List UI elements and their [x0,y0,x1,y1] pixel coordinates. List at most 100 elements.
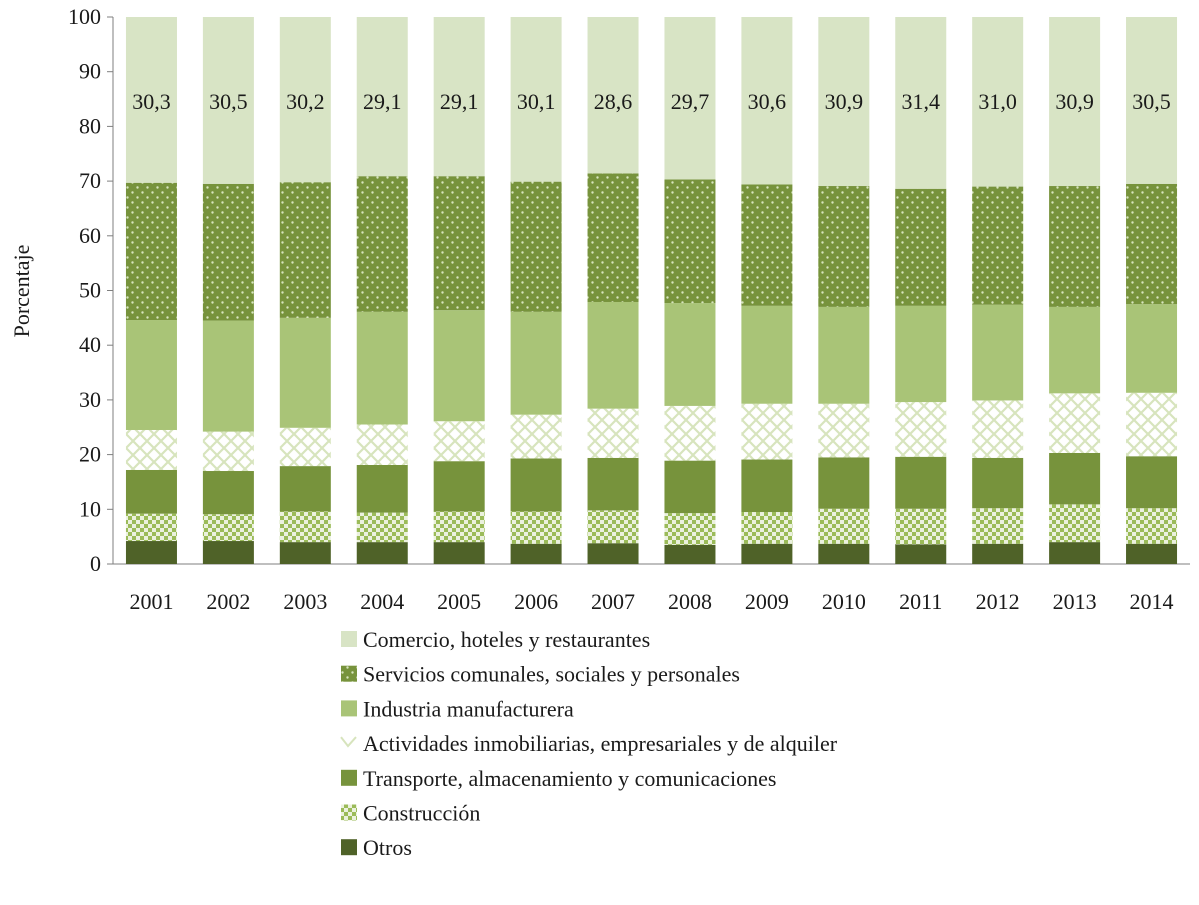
x-tick-label: 2012 [976,589,1020,614]
bar-segment [356,311,408,425]
bar-segment [972,543,1024,564]
bar-segment [741,459,793,513]
bar-segment [1049,17,1101,187]
legend-item: Otros [341,835,412,860]
legend-label: Transporte, almacenamiento y comunicacio… [363,766,776,791]
bar-segment [972,508,1024,544]
bar-segment [510,414,562,459]
bar-stack [510,17,562,564]
bar-segment [895,456,947,509]
legend-swatch [341,839,357,856]
data-label: 28,6 [594,89,633,114]
bar-segment [125,429,177,470]
bar-segment [1049,306,1101,394]
bar-segment [818,543,870,564]
y-tick-label: 20 [79,442,101,467]
x-tick-label: 2002 [206,589,250,614]
bar-segment [972,304,1024,401]
data-label: 30,5 [1132,89,1171,114]
legend-swatch [341,665,357,682]
bar-stack [1126,17,1178,564]
bar-stack [972,17,1024,564]
bar-segment [664,405,716,461]
bar-segment [279,317,331,428]
data-label: 29,1 [440,89,479,114]
bar-segment [202,514,254,542]
x-tick-label: 2004 [360,589,404,614]
bar-segment [664,460,716,514]
data-label: 29,7 [671,89,710,114]
legend-label: Construcción [363,801,480,826]
y-axis-title: Porcentaje [9,245,34,338]
bar-segment [510,511,562,544]
bar-segment [202,183,254,321]
y-tick-label: 40 [79,332,101,357]
x-tick-label: 2009 [745,589,789,614]
bar-segment [279,182,331,318]
bars [125,17,1178,564]
y-tick-label: 60 [79,223,101,248]
bar-segment [202,431,254,472]
y-tick-label: 10 [79,496,101,521]
y-tick-label: 0 [90,551,101,576]
bar-segment [972,186,1024,305]
legend-item: Construcción [341,801,480,826]
y-tick-label: 80 [79,113,101,138]
bar-segment [1049,452,1101,505]
bar-segment [1126,17,1178,184]
bar-segment [972,17,1024,187]
bar-segment [664,179,716,304]
x-tick-label: 2005 [437,589,481,614]
y-tick-label: 90 [79,59,101,84]
bar-segment [279,17,331,183]
bar-segment [587,301,639,409]
bar-stack [895,17,947,564]
x-tick-label: 2010 [822,589,866,614]
x-tick-label: 2007 [591,589,635,614]
bar-stack [1049,17,1101,564]
bar-segment [741,403,793,460]
bar-segment [1126,508,1178,544]
y-axis: 0 10 20 30 40 50 60 70 80 90 100 [68,4,114,576]
legend-label: Industria manufacturera [363,696,574,721]
bar-segment [510,17,562,182]
bar-segment [664,303,716,406]
legend-label: Actividades inmobiliarias, empresariales… [363,731,838,756]
bar-segment [279,427,331,467]
legend-label: Otros [363,835,412,860]
data-label: 30,9 [1055,89,1094,114]
bar-segment [279,542,331,564]
bar-segment [202,471,254,515]
bar-segment [818,508,870,544]
data-label: 29,1 [363,89,402,114]
bar-segment [664,544,716,564]
bar-segment [356,542,408,564]
bar-segment [587,408,639,458]
bar-stack [356,17,408,564]
legend-swatch [340,736,357,748]
bar-segment [433,176,485,311]
bar-segment [125,469,177,514]
bar-segment [741,512,793,544]
x-tick-label: 2003 [283,589,327,614]
bar-segment [741,305,793,404]
legend-label: Comercio, hoteles y restaurantes [363,627,650,652]
bar-segment [895,402,947,457]
bar-segment [202,541,254,564]
bar-segment [433,511,485,543]
legend-swatch [341,769,357,786]
bar-segment [125,513,177,542]
bar-segment [587,457,639,511]
x-tick-label: 2014 [1130,589,1174,614]
bar-stack [202,17,254,564]
legend-item: Comercio, hoteles y restaurantes [341,627,650,652]
legend-swatch [341,700,357,717]
bar-segment [125,541,177,564]
y-tick-label: 30 [79,387,101,412]
bar-segment [818,17,870,187]
bar-segment [356,17,408,177]
bar-segment [202,17,254,184]
legend-item: Actividades inmobiliarias, empresariales… [340,731,838,756]
bar-segment [356,424,408,465]
